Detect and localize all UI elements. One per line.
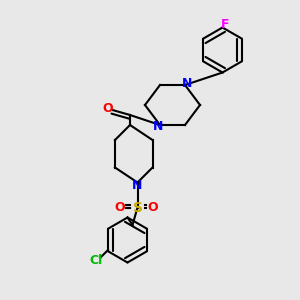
Text: F: F (221, 19, 229, 32)
Text: O: O (102, 102, 113, 115)
Text: N: N (182, 77, 192, 90)
Text: N: N (132, 179, 143, 192)
Text: S: S (133, 200, 142, 214)
Text: N: N (153, 120, 163, 133)
Text: O: O (147, 201, 158, 214)
Text: O: O (115, 201, 125, 214)
Text: Cl: Cl (89, 254, 102, 266)
